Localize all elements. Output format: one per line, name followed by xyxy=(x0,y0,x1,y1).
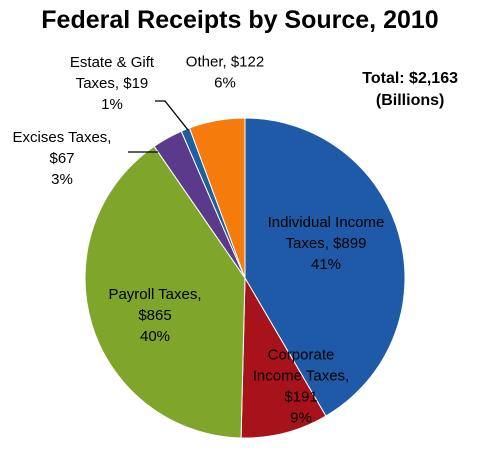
slice-label-corporate-income-taxes-line-1: Corporate xyxy=(268,347,335,364)
slice-label-corporate-income-taxes-line-3: $191 xyxy=(284,389,317,406)
slice-label-estate-gift-taxes-line-3: 1% xyxy=(101,96,123,113)
pie-slice-corporate-income-taxes xyxy=(240,276,327,439)
slice-label-other-line-1: Other, $122 xyxy=(186,54,264,71)
leader-line xyxy=(155,100,189,131)
total-units: (Billions) xyxy=(375,92,445,109)
slice-label-individual-income-taxes-line-1: Individual Income xyxy=(268,214,385,231)
slice-label-excises-taxes-line-2: $67 xyxy=(49,150,74,167)
total-annotation: Total: $2,163 (Billions) xyxy=(362,68,458,112)
slice-label-individual-income-taxes-line-3: 41% xyxy=(311,256,341,273)
slice-label-payroll-taxes-line-3: 40% xyxy=(140,328,170,345)
slice-label-payroll-taxes-line-2: $865 xyxy=(138,307,171,324)
pie-slice-individual-income-taxes xyxy=(244,117,406,417)
pie-slice-other xyxy=(188,117,246,279)
pie-slice-payroll-taxes xyxy=(84,145,246,439)
total-value: Total: $2,163 xyxy=(362,70,458,87)
slice-label-corporate-income-taxes-line-2: Income Taxes, xyxy=(253,368,349,385)
slice-label-corporate-income-taxes-line-4: 9% xyxy=(290,410,312,427)
slice-label-excises-taxes-line-1: Excises Taxes, xyxy=(13,129,112,146)
chart-title: Federal Receipts by Source, 2010 xyxy=(41,6,439,34)
slice-label-excises-taxes-line-3: 3% xyxy=(51,171,73,188)
slice-label-payroll-taxes-line-1: Payroll Taxes, xyxy=(108,286,201,303)
slice-label-individual-income-taxes-line-2: Taxes, $899 xyxy=(286,235,367,252)
slice-label-other-line-2: 6% xyxy=(214,75,236,92)
slice-label-estate-gift-taxes-line-2: Taxes, $19 xyxy=(76,75,149,92)
slice-label-estate-gift-taxes-line-1: Estate & Gift xyxy=(70,54,155,71)
